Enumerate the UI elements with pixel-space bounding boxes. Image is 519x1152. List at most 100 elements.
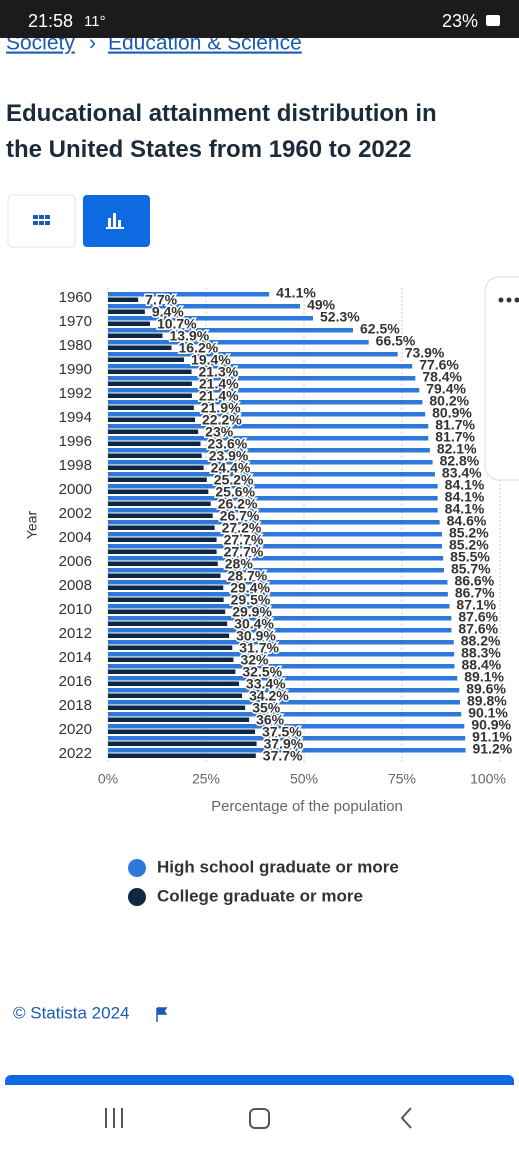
- side-widget[interactable]: [484, 276, 519, 481]
- status-temperature: 11°: [84, 13, 106, 30]
- data-label: 80.9%: [432, 405, 472, 421]
- bar: [108, 321, 150, 326]
- data-label: 91.2%: [473, 741, 513, 757]
- data-label: 52.3%: [320, 309, 360, 325]
- data-label: 29.5%: [231, 592, 271, 608]
- y-tick-label: 2014: [59, 649, 92, 666]
- bar: [108, 465, 204, 470]
- y-tick-label: 1992: [59, 385, 92, 402]
- data-label: 24.4%: [211, 460, 251, 476]
- bar: [108, 717, 250, 722]
- data-label: 84.1%: [445, 477, 485, 493]
- bar: [108, 549, 217, 554]
- y-tick-label: 1996: [59, 433, 92, 450]
- bar: [108, 513, 213, 518]
- bar: [108, 592, 448, 597]
- bar: [108, 580, 448, 585]
- data-label: 84.6%: [447, 513, 487, 529]
- side-widget-dots: [498, 297, 519, 303]
- bar: [108, 472, 435, 477]
- source[interactable]: © Statista 2024: [13, 1003, 130, 1022]
- legend-marker: [128, 859, 146, 877]
- bar: [108, 477, 207, 482]
- data-label: 27.7%: [224, 532, 264, 548]
- data-label: 36%: [256, 712, 285, 728]
- flag-icon[interactable]: [156, 1007, 168, 1022]
- bar: [108, 753, 256, 758]
- data-label: 87.6%: [458, 609, 498, 625]
- bar: [108, 309, 145, 314]
- bar: [108, 520, 440, 525]
- bar: [108, 405, 194, 410]
- y-tick-label: 1960: [59, 289, 92, 306]
- bar: [108, 700, 461, 705]
- data-label: 62.5%: [360, 321, 400, 337]
- data-label: 87.6%: [458, 621, 498, 637]
- bar: [108, 681, 239, 686]
- x-tick-label: 75%: [388, 771, 416, 787]
- y-tick-label: 2004: [59, 529, 92, 546]
- data-label: 32.5%: [242, 664, 282, 680]
- bar: [108, 376, 416, 381]
- bar: [108, 729, 255, 734]
- x-tick-label: 50%: [290, 771, 318, 787]
- bar: [108, 436, 429, 441]
- data-label: 27.7%: [224, 544, 264, 560]
- y-tick-label: 2000: [59, 481, 92, 498]
- bar: [108, 544, 442, 549]
- data-label: 85.5%: [450, 549, 490, 565]
- data-label: 30.9%: [236, 628, 276, 644]
- bar: [108, 669, 236, 674]
- table-icon: [33, 215, 50, 225]
- data-label: 86.6%: [454, 573, 494, 589]
- bar: [108, 297, 139, 302]
- data-label: 84.1%: [445, 489, 485, 505]
- data-label: 91.1%: [472, 729, 512, 745]
- bar: [108, 333, 163, 338]
- data-label: 33.4%: [246, 676, 286, 692]
- data-label: 88.4%: [462, 657, 502, 673]
- data-label: 13.9%: [169, 328, 209, 344]
- y-tick-label: 1994: [59, 409, 92, 426]
- bar: [108, 412, 426, 417]
- chart-title: Educational attainment distribution in th…: [6, 100, 437, 163]
- legend-label: High school graduate or more: [157, 857, 399, 876]
- chart-view-button[interactable]: [83, 195, 150, 247]
- x-tick-label: 0%: [98, 771, 118, 787]
- y-tick-label: 2006: [59, 553, 92, 570]
- data-label: 84.1%: [445, 501, 485, 517]
- bar: [108, 424, 429, 429]
- bar: [108, 628, 452, 633]
- status-time: 21:58: [28, 11, 73, 31]
- bar: [108, 316, 314, 321]
- bar: [108, 652, 455, 657]
- data-label: 31.7%: [239, 640, 279, 656]
- data-label: 34.2%: [249, 688, 289, 704]
- bar: [108, 664, 455, 669]
- data-label: 37.5%: [262, 724, 302, 740]
- data-label: 81.7%: [435, 417, 475, 433]
- bar: [108, 357, 185, 362]
- breadcrumb-separator: ›: [89, 32, 96, 55]
- nav-icons[interactable]: [105, 1107, 412, 1129]
- data-label: 78.4%: [422, 369, 462, 385]
- bar: [108, 724, 465, 729]
- bar: [108, 741, 257, 746]
- data-label: 41.1%: [276, 285, 316, 301]
- data-label: 23%: [205, 424, 234, 440]
- bar: [108, 573, 221, 578]
- data-label: 79.4%: [426, 381, 466, 397]
- data-label: 26.7%: [220, 508, 260, 524]
- bar: [108, 705, 246, 710]
- bar: [108, 657, 234, 662]
- bar: [108, 345, 172, 350]
- data-label: 25.2%: [214, 472, 254, 488]
- x-axis-title: Percentage of the population: [211, 798, 403, 815]
- data-label: 66.5%: [376, 333, 416, 349]
- bar: [108, 429, 199, 434]
- data-label: 85.2%: [449, 537, 489, 553]
- bar: [108, 609, 226, 614]
- data-label: 80.2%: [429, 393, 469, 409]
- data-label: 21.3%: [198, 364, 238, 380]
